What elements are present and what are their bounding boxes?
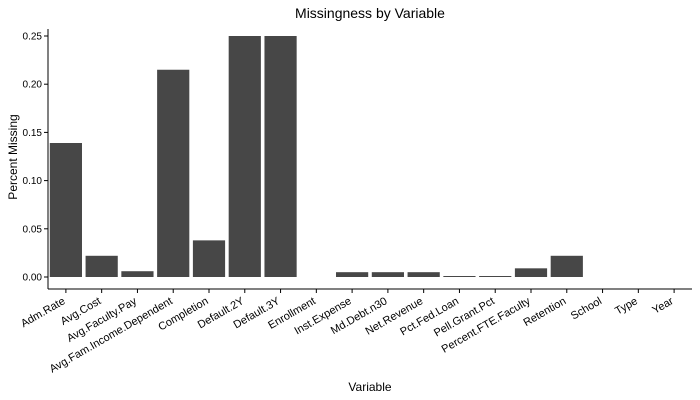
x-tick-label: Type (613, 295, 640, 317)
x-axis: Adm.RateAvg.CostAvg.Faculty.PayAvg.Fam.I… (19, 288, 692, 376)
bar-adm-rate (49, 143, 82, 277)
bar-md-debt-n30 (371, 272, 404, 277)
bar-avg-faculty-pay (121, 271, 154, 277)
bar-pct-fed-loan (443, 276, 476, 277)
y-tick-label: 0.25 (23, 32, 43, 43)
x-tick-label: Year (650, 295, 676, 317)
bar-pell-grant-pct (479, 276, 512, 277)
y-tick-label: 0.15 (23, 128, 43, 139)
x-tick-label: Adm.Rate (19, 295, 67, 330)
bar-net-revenue (407, 272, 440, 277)
bars-group (49, 36, 583, 278)
chart-title: Missingness by Variable (295, 5, 445, 21)
y-tick-label: 0.05 (23, 224, 43, 235)
y-tick-label: 0.10 (23, 176, 43, 187)
bar-avg-cost (85, 255, 118, 277)
bar-avg-fam-income-dependent (157, 69, 190, 278)
bar-default-3y (264, 36, 297, 277)
bar-inst-expense (336, 272, 369, 277)
x-axis-title: Variable (348, 380, 391, 394)
bar-default-2y (228, 36, 261, 277)
y-tick-label: 0.20 (23, 80, 43, 91)
y-axis-title: Percent Missing (6, 114, 20, 199)
bar-completion (192, 240, 226, 277)
x-tick-label: School (569, 295, 604, 322)
y-axis: 0.00 0.05 0.10 0.15 0.20 0.25 (23, 29, 49, 289)
bar-retention (550, 255, 583, 277)
y-tick-label: 0.00 (23, 273, 43, 284)
bar-percent-fte-faculty (514, 268, 548, 277)
